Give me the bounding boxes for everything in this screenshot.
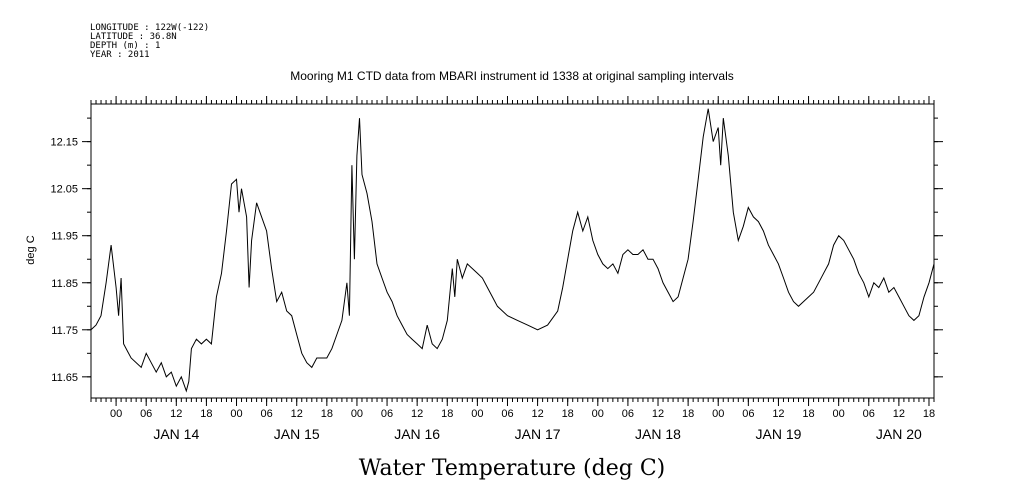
- x-tick-label: 00: [351, 408, 363, 420]
- y-tick-label: 12.15: [50, 137, 78, 149]
- day-label: JAN 19: [755, 426, 801, 442]
- day-label: JAN 16: [394, 426, 440, 442]
- x-tick-label: 00: [230, 408, 242, 420]
- x-tick-label: 12: [893, 408, 905, 420]
- x-tick-label: 18: [682, 408, 694, 420]
- y-tick-label: 11.95: [51, 231, 78, 243]
- x-axis-title: Water Temperature (deg C): [359, 456, 666, 481]
- plot-frame: [90, 103, 935, 399]
- x-tick-label: 18: [321, 408, 333, 420]
- x-tick-label: 06: [863, 408, 875, 420]
- x-tick-label: 06: [622, 408, 634, 420]
- meta-depth: DEPTH (m) : 1: [90, 41, 160, 51]
- day-label: JAN 17: [515, 426, 561, 442]
- x-tick-label: 00: [471, 408, 483, 420]
- x-tick-label: 00: [712, 408, 724, 420]
- x-tick-label: 06: [501, 408, 513, 420]
- y-axis-label: deg C: [25, 235, 37, 264]
- x-tick-label: 06: [381, 408, 393, 420]
- meta-latitude: LATITUDE : 36.8N: [90, 32, 177, 42]
- x-tick-label: 06: [261, 408, 273, 420]
- meta-longitude: LONGITUDE : 122W(-122): [90, 23, 209, 33]
- x-tick-label: 00: [592, 408, 604, 420]
- chart-title: Mooring M1 CTD data from MBARI instrumen…: [290, 69, 734, 83]
- day-labels: JAN 14 JAN 15 JAN 16 JAN 17 JAN 18 JAN 19 JAN …: [153, 426, 922, 442]
- temperature-series-line: [90, 108, 935, 393]
- metadata-block: LONGITUDE : 122W(-122) LATITUDE : 36.8N …: [90, 23, 209, 60]
- x-tick-label: 18: [200, 408, 212, 420]
- y-tick-label: 12.05: [50, 184, 78, 196]
- x-tick-label: 18: [562, 408, 574, 420]
- meta-year: YEAR : 2011: [90, 50, 150, 60]
- day-label: JAN 20: [876, 426, 922, 442]
- axis-ticks: [82, 96, 943, 406]
- x-tick-label: 12: [411, 408, 423, 420]
- x-tick-label: 06: [742, 408, 754, 420]
- day-label: JAN 18: [635, 426, 681, 442]
- x-tick-label: 00: [833, 408, 845, 420]
- x-tick-label: 12: [170, 408, 182, 420]
- x-tick-labels: 00 06 12 18 00 06 12 18 00 06 12 18 00 06 12 18 00 06 12 18…: [110, 408, 935, 420]
- x-tick-label: 00: [110, 408, 122, 420]
- y-tick-label: 11.85: [51, 278, 78, 290]
- x-tick-label: 18: [441, 408, 453, 420]
- x-tick-label: 12: [291, 408, 303, 420]
- x-tick-label: 06: [140, 408, 152, 420]
- x-tick-label: 12: [531, 408, 543, 420]
- y-tick-labels: 11.65 11.75 11.85 11.95 12.05 12.15: [50, 137, 78, 384]
- day-label: JAN 15: [274, 426, 320, 442]
- x-tick-label: 12: [652, 408, 664, 420]
- x-tick-label: 12: [772, 408, 784, 420]
- x-tick-label: 18: [802, 408, 814, 420]
- y-tick-label: 11.65: [51, 372, 78, 384]
- day-label: JAN 14: [153, 426, 199, 442]
- y-tick-label: 11.75: [51, 325, 78, 337]
- x-tick-label: 18: [923, 408, 935, 420]
